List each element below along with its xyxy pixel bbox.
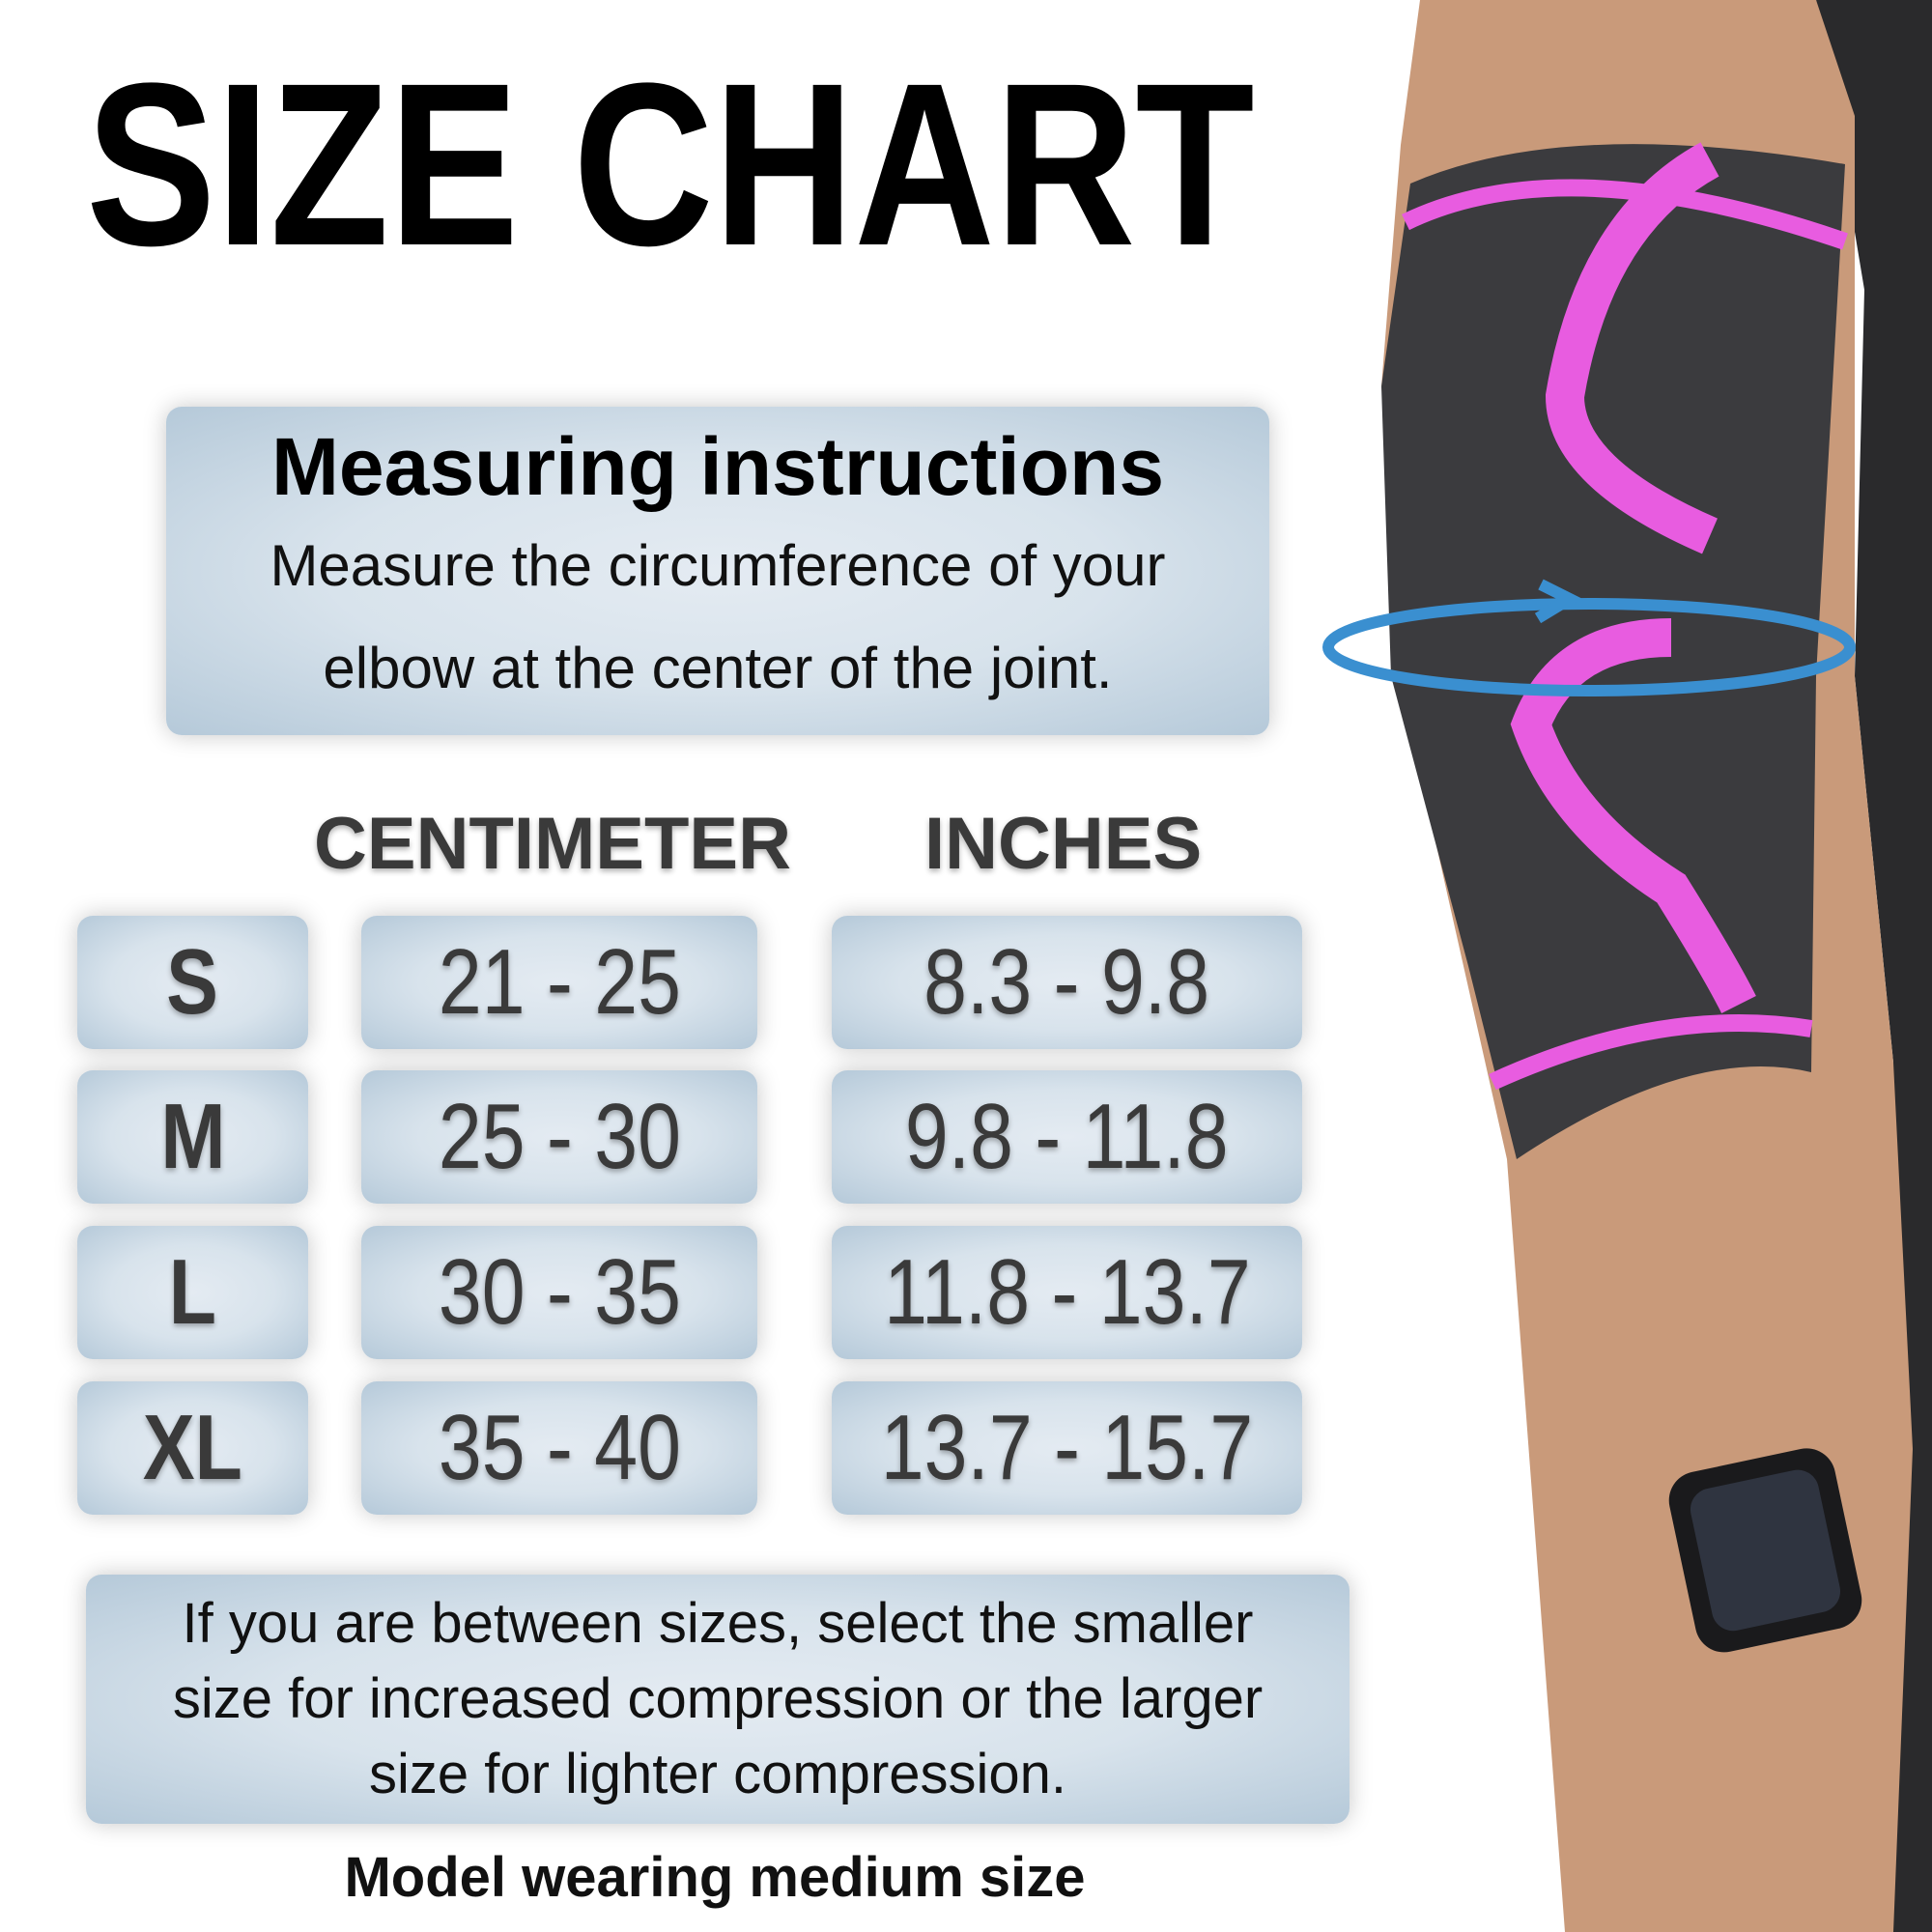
cm-xl: 35 - 40 (361, 1381, 757, 1515)
arm-with-elbow-sleeve-image (1322, 0, 1932, 1932)
size-m-text: M (159, 1085, 226, 1188)
column-header-centimeter: CENTIMETER (314, 803, 791, 885)
cm-m: 25 - 30 (361, 1070, 757, 1204)
instructions-heading: Measuring instructions (270, 420, 1165, 512)
page-title: SIZE CHART (86, 48, 1342, 280)
inches-xl: 13.7 - 15.7 (832, 1381, 1302, 1515)
size-m: M (77, 1070, 308, 1204)
cm-l-text: 30 - 35 (438, 1240, 681, 1344)
watch-face (1690, 1469, 1841, 1632)
inches-s-text: 8.3 - 9.8 (923, 930, 1210, 1034)
sleeve-top-stripe (1402, 179, 1848, 250)
cm-xl-text: 35 - 40 (438, 1396, 681, 1499)
size-s: S (77, 916, 308, 1049)
note-line-2: size for increased compression or the la… (172, 1667, 1264, 1730)
cm-s-text: 21 - 25 (438, 930, 681, 1034)
cm-l: 30 - 35 (361, 1226, 757, 1359)
sleeve-stripe-upper (1545, 142, 1719, 554)
note-line-3: size for lighter compression. (368, 1743, 1067, 1805)
note-line-1: If you are between sizes, select the sma… (182, 1592, 1254, 1655)
cm-s: 21 - 25 (361, 916, 757, 1049)
inches-m: 9.8 - 11.8 (832, 1070, 1302, 1204)
inches-xl-text: 13.7 - 15.7 (880, 1396, 1254, 1499)
measuring-instructions-box: Measuring instructions Measure the circu… (166, 407, 1269, 735)
size-l-text: L (168, 1240, 217, 1344)
sleeve-bottom-stripe (1489, 1014, 1813, 1091)
size-s-text: S (166, 930, 219, 1034)
arrow-head-icon (1534, 579, 1582, 624)
inches-m-text: 9.8 - 11.8 (905, 1085, 1229, 1188)
inches-l: 11.8 - 13.7 (832, 1226, 1302, 1359)
size-xl-text: XL (142, 1396, 243, 1499)
model-caption: Model wearing medium size (344, 1846, 1086, 1909)
measure-arrow-icon (1322, 598, 1856, 696)
instructions-line-1: Measure the circumference of your (270, 533, 1166, 599)
size-l: L (77, 1226, 308, 1359)
sizing-note-box: If you are between sizes, select the sma… (86, 1575, 1350, 1824)
size-xl: XL (77, 1381, 308, 1515)
inches-l-text: 11.8 - 13.7 (883, 1240, 1251, 1344)
page-title-text: SIZE CHART (86, 35, 1255, 294)
sleeve-stripe-lower (1510, 618, 1756, 1014)
instructions-line-2: elbow at the center of the joint. (323, 636, 1113, 701)
inches-s: 8.3 - 9.8 (832, 916, 1302, 1049)
cm-m-text: 25 - 30 (438, 1085, 681, 1188)
column-header-inches: INCHES (924, 803, 1203, 885)
